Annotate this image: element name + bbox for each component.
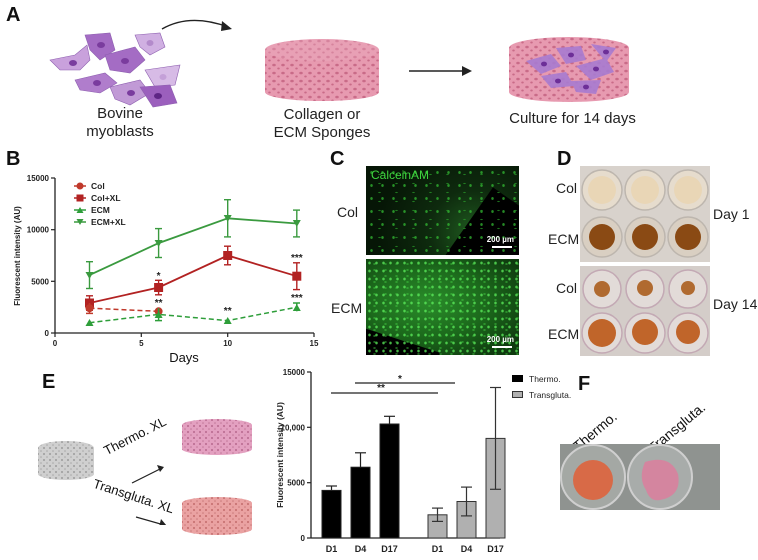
x-axis-label: Days bbox=[169, 350, 199, 365]
series-ecm-xl bbox=[86, 198, 300, 290]
scale-bar-label: 200 µm bbox=[486, 235, 514, 244]
significance-annotation: ** bbox=[155, 298, 163, 309]
fluorescence-image-ecm: 200 µm bbox=[366, 259, 519, 355]
significance-annotation: * bbox=[157, 271, 161, 282]
step-label-line1: Bovine bbox=[97, 105, 143, 122]
row-label-ecm-day14: ECM bbox=[548, 326, 580, 342]
y-axis-label: Fluorescent intensity (AU) bbox=[275, 402, 285, 508]
x-tick-label: D1 bbox=[432, 544, 444, 554]
row-label-ecm: ECM bbox=[331, 300, 363, 316]
legend-label: Transgluta. bbox=[529, 390, 571, 400]
series-col-xl bbox=[86, 245, 300, 311]
well-plate-photo-day1 bbox=[580, 166, 710, 262]
x-tick-label: D4 bbox=[461, 544, 473, 554]
y-tick-label: 5000 bbox=[287, 479, 305, 488]
y-tick-label: 10000 bbox=[27, 226, 50, 235]
series-col bbox=[86, 303, 159, 315]
legend-label: Col+XL bbox=[91, 193, 121, 203]
x-tick-label: D4 bbox=[355, 544, 367, 554]
transgluta-crosslinked-sponge-illustration bbox=[182, 497, 252, 535]
time-label-day1: Day 1 bbox=[713, 206, 750, 222]
right-arrow-icon bbox=[409, 66, 472, 76]
y-tick-label: 0 bbox=[45, 329, 50, 338]
y-tick-label: 0 bbox=[301, 534, 306, 543]
significance-label: ** bbox=[377, 383, 385, 394]
seeded-sponge-illustration bbox=[509, 37, 629, 102]
scale-bar-label: 200 µm bbox=[486, 335, 514, 344]
series-ecm bbox=[89, 302, 300, 324]
line-chart-fluorescence-days: 15000 10000 5000 0 0 5 10 15 Days Fluore… bbox=[13, 174, 319, 365]
y-axis-label: Fluorescent intensity (AU) bbox=[13, 206, 22, 306]
significance-label: * bbox=[398, 374, 402, 385]
time-label-day14: Day 14 bbox=[713, 296, 758, 312]
significance-annotation: *** bbox=[291, 293, 303, 304]
step-label-line1: Collagen or bbox=[283, 106, 361, 123]
legend-label: ECM bbox=[91, 205, 110, 215]
row-label-col: Col bbox=[337, 204, 359, 220]
x-tick-label: 15 bbox=[310, 339, 319, 348]
step-label-myoblasts: Bovine myoblasts bbox=[80, 105, 160, 141]
legend-label: Col bbox=[91, 181, 105, 191]
panel-letter-f: F bbox=[578, 373, 591, 395]
crosslinked-sponge-photo bbox=[560, 444, 720, 510]
panel-letter-e: E bbox=[42, 371, 56, 393]
crosslinking-arrows bbox=[131, 465, 167, 525]
x-tick-label: D1 bbox=[326, 544, 338, 554]
significance-annotation: ** bbox=[224, 306, 232, 317]
legend-label: ECM+XL bbox=[91, 217, 126, 227]
curved-arrow-icon bbox=[161, 19, 232, 31]
y-tick-label: 15000 bbox=[27, 174, 50, 183]
step-label-sponges: Collagen or ECM Sponges bbox=[262, 106, 382, 142]
y-tick-label: 5000 bbox=[31, 277, 49, 286]
panel-letter-c: C bbox=[330, 148, 345, 170]
scale-bar bbox=[492, 346, 512, 348]
stain-label: CalceinAM bbox=[371, 168, 430, 182]
panel-letter-b: B bbox=[6, 148, 21, 170]
x-tick-label: 10 bbox=[223, 339, 232, 348]
step-label-culture: Culture for 14 days bbox=[500, 110, 645, 128]
thermo-crosslinked-sponge-illustration bbox=[182, 419, 252, 455]
x-tick-label: 5 bbox=[139, 339, 144, 348]
sponge-illustration bbox=[265, 39, 379, 101]
chart-legend: Col Col+XL ECM ECM+XL bbox=[74, 181, 126, 227]
step-label-line2: myoblasts bbox=[86, 123, 154, 140]
well-plate-photo-day14 bbox=[580, 266, 710, 356]
x-tick-label: D17 bbox=[381, 544, 398, 554]
row-label-col-day14: Col bbox=[556, 280, 578, 296]
bar-chart-crosslinking: 15000 10,000 5000 0 Fluorescent intensit… bbox=[275, 368, 571, 554]
myoblast-cells-illustration bbox=[49, 32, 181, 108]
step-label-line1: Culture for 14 days bbox=[509, 110, 636, 127]
significance-bars bbox=[331, 382, 455, 394]
x-tick-label: D17 bbox=[487, 544, 504, 554]
chart-legend: Thermo. Transgluta. bbox=[512, 374, 571, 400]
uncrosslinked-sponge-illustration bbox=[38, 441, 94, 480]
panel-letter-d: D bbox=[557, 148, 572, 170]
y-tick-label: 15000 bbox=[283, 368, 306, 377]
row-label-ecm-day1: ECM bbox=[548, 231, 580, 247]
row-label-col-day1: Col bbox=[556, 180, 578, 196]
series-thermo bbox=[321, 423, 400, 539]
step-label-line2: ECM Sponges bbox=[273, 124, 371, 141]
scale-bar bbox=[492, 246, 512, 248]
significance-annotation: *** bbox=[291, 253, 303, 264]
legend-label: Thermo. bbox=[529, 374, 561, 384]
x-tick-label: 0 bbox=[53, 339, 58, 348]
y-tick-label: 10,000 bbox=[281, 423, 306, 432]
fluorescence-image-col: CalceinAM 200 µm bbox=[366, 166, 519, 255]
panel-letter-a: A bbox=[6, 4, 21, 26]
